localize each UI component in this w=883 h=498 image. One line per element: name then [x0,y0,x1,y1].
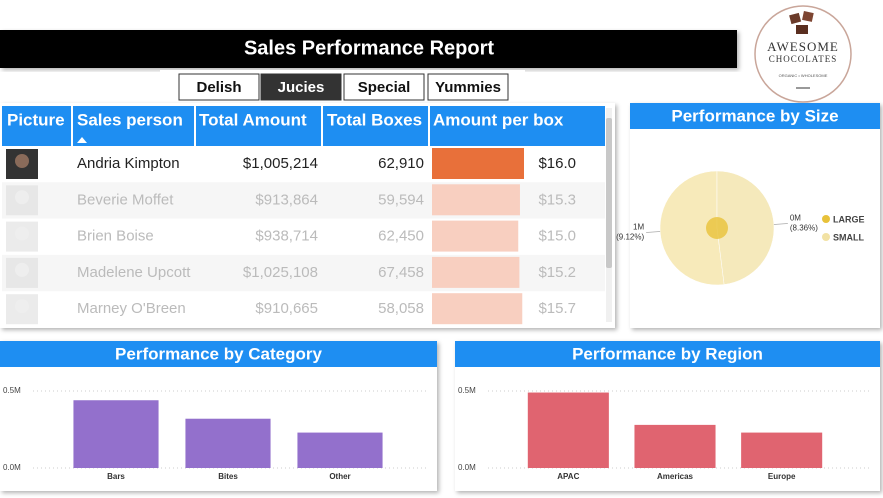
leader-line [773,223,788,225]
legend-label[interactable]: SMALL [833,232,864,242]
chart-header [455,341,880,367]
total-amount: $910,665 [255,300,318,317]
charts: Performance by Size 1M(9.12%) LARGE 0M(8.36… [0,103,880,481]
scrollbar-thumb[interactable] [606,118,612,268]
y-tick-label: 0.5M [458,386,476,395]
total-boxes: 62,450 [378,228,424,245]
amount-per-box: $15.2 [538,264,576,281]
tab[interactable] [343,73,425,101]
picture-face [15,190,29,205]
legend-dot [822,215,830,223]
picture-face [15,299,29,314]
x-tick-label: APAC [557,472,579,481]
logo-icon [789,12,802,25]
bar[interactable] [634,424,716,468]
data-bar [432,256,520,288]
percent-label: (8.36%) [790,224,818,233]
x-tick-label: Europe [768,472,796,481]
tab-label[interactable]: Yummies [435,79,501,96]
bar[interactable] [297,432,383,468]
amount-per-box: $15.0 [538,228,576,245]
total-boxes: 67,458 [378,264,424,281]
logo-ring [754,5,852,103]
tab[interactable] [178,73,260,101]
tabs: Delish Jucies Special Yummies [160,70,525,103]
logo: AWESOME CHOCOLATES ORGANIC • WHOLESOME [754,5,852,103]
chart-title: Performance by Category [115,344,322,363]
tab[interactable] [260,73,342,101]
picture-face [15,226,29,241]
sort-arrow [77,137,87,143]
data-bar [432,148,524,179]
sales-person[interactable]: Marney O'Breen [77,300,186,317]
chart-header [0,341,437,367]
table: Picture Sales person Total Amount Total Box… [2,106,605,325]
total-amount: $913,864 [255,191,318,208]
column-header[interactable]: Total Amount [199,110,307,129]
x-tick-label: Americas [657,472,694,481]
picture-face [15,262,29,277]
total-boxes: 62,910 [378,155,424,172]
x-tick-label: Bites [218,472,238,481]
picture-face [15,154,29,168]
chart-title: Performance by Size [671,106,838,125]
tab-label[interactable]: Jucies [278,79,325,96]
amount-per-box: $15.7 [538,300,576,317]
percent-label: (9.12%) [616,233,644,242]
report-title: Sales Performance Report [244,37,494,59]
sales-person[interactable]: Beverie Moffet [77,191,174,208]
bar[interactable] [185,418,271,468]
tab-label[interactable]: Delish [196,79,241,96]
y-tick-label: 0.5M [3,386,21,395]
data-bar [432,220,519,252]
chart-title: Performance by Region [572,344,763,363]
total-amount: $1,005,214 [243,155,318,172]
leader-line [646,231,661,233]
pie-center [706,217,728,239]
data-bar [432,184,520,216]
total-boxes: 58,058 [378,300,424,317]
logo-name: AWESOME [767,39,839,54]
title-bar [0,30,737,68]
logo-sub: CHOCOLATES [769,54,838,64]
logo-icon [796,25,808,34]
sales-person[interactable]: Andria Kimpton [77,155,180,172]
sales-person[interactable]: Brien Boise [77,228,154,245]
y-tick-label: 0.0M [458,463,476,472]
legend-label[interactable]: LARGE [833,214,865,224]
total-amount: $1,025,108 [243,264,318,281]
data-label: 1M [633,223,644,232]
column-header[interactable]: Sales person [77,110,183,129]
data-bar [432,293,523,325]
pie-slice[interactable] [659,170,725,286]
column-header[interactable]: Picture [7,110,65,129]
chart-header [630,103,880,129]
logo-icon [802,11,814,22]
total-amount: $938,714 [255,228,318,245]
sales-person[interactable]: Madelene Upcott [77,264,191,281]
amount-per-box: $15.3 [538,191,576,208]
x-tick-label: Bars [107,472,125,481]
total-boxes: 59,594 [378,191,424,208]
column-header[interactable]: Amount per box [433,110,564,129]
tab[interactable] [427,73,509,101]
x-tick-label: Other [329,472,350,481]
bar[interactable] [741,432,823,468]
tab-label[interactable]: Special [358,79,411,96]
logo-tagline: ORGANIC • WHOLESOME [779,73,828,78]
column-header[interactable]: Total Boxes [327,110,422,129]
table-header [2,106,605,146]
bar[interactable] [73,400,159,468]
y-tick-label: 0.0M [3,463,21,472]
amount-per-box: $16.0 [538,155,576,172]
data-label: 0M [790,214,801,223]
legend-dot [822,233,830,241]
bar[interactable] [527,392,609,468]
